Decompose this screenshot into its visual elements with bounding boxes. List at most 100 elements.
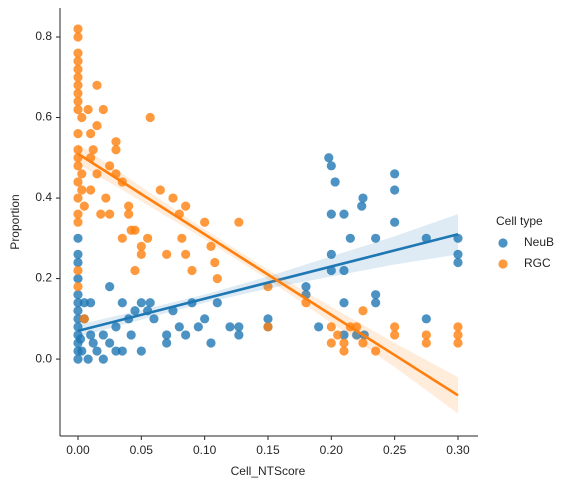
point: [77, 169, 87, 179]
point: [177, 233, 187, 243]
point: [145, 112, 155, 123]
point: [371, 290, 381, 300]
y-axis-label: Proportion: [8, 194, 22, 249]
point: [98, 354, 108, 364]
y-tick-label: 0.0: [35, 351, 52, 365]
point: [98, 330, 108, 340]
point: [73, 265, 83, 276]
point: [79, 298, 89, 308]
point: [96, 209, 106, 219]
point: [421, 338, 431, 348]
x-axis-label: Cell_NTScore: [231, 464, 306, 478]
point: [73, 104, 83, 115]
point: [73, 145, 83, 155]
point: [263, 314, 273, 324]
point: [117, 298, 127, 308]
x-tick-label: 0.00: [66, 443, 90, 457]
point: [162, 249, 172, 260]
point: [83, 104, 93, 115]
point: [105, 282, 115, 292]
point: [390, 169, 400, 179]
point: [73, 273, 83, 284]
point: [117, 346, 127, 356]
confidence-band: [77, 143, 458, 414]
x-tick-label: 0.20: [320, 443, 344, 457]
point: [73, 88, 83, 98]
y-tick-label: 0.4: [35, 190, 52, 204]
point: [234, 330, 244, 340]
point: [111, 137, 121, 147]
point: [88, 338, 98, 348]
legend-title: Cell type: [496, 214, 543, 228]
point: [187, 265, 197, 276]
point: [73, 209, 83, 219]
point: [73, 80, 83, 90]
point: [105, 338, 115, 348]
point: [136, 346, 146, 356]
legend-label: RGC: [524, 256, 551, 270]
point: [193, 322, 203, 332]
y-tick-label: 0.2: [35, 271, 52, 285]
point: [181, 330, 191, 340]
point: [101, 193, 111, 203]
point: [136, 241, 146, 251]
point: [86, 298, 96, 308]
point: [314, 322, 324, 332]
point: [200, 314, 210, 324]
point: [73, 32, 83, 42]
point: [326, 161, 336, 171]
point: [73, 217, 83, 227]
point: [339, 330, 349, 340]
point: [143, 233, 153, 243]
point: [88, 145, 98, 155]
point: [339, 209, 349, 219]
point: [105, 161, 115, 171]
point: [330, 177, 340, 187]
point: [162, 338, 172, 348]
point: [73, 354, 83, 364]
point: [390, 185, 400, 195]
point: [206, 338, 216, 348]
point: [371, 346, 381, 356]
point: [453, 322, 463, 332]
point: [339, 338, 349, 348]
point: [92, 169, 102, 179]
point: [339, 298, 349, 308]
point: [149, 314, 159, 324]
point: [73, 314, 83, 324]
point: [333, 330, 343, 340]
point: [326, 338, 336, 348]
point: [421, 314, 431, 324]
point: [73, 96, 83, 107]
x-tick-label: 0.05: [130, 443, 154, 457]
point: [130, 265, 140, 276]
x-tick-label: 0.10: [193, 443, 217, 457]
point: [73, 249, 83, 260]
point: [174, 322, 184, 332]
regression-line: [77, 233, 459, 333]
point: [326, 249, 336, 260]
point: [86, 185, 96, 195]
y-tick-label: 0.8: [35, 29, 52, 43]
point: [73, 56, 83, 66]
point: [77, 112, 87, 123]
point: [453, 257, 463, 268]
x-tick-label: 0.30: [446, 443, 470, 457]
point: [98, 104, 108, 115]
point: [86, 129, 96, 139]
point: [73, 177, 83, 187]
legend-marker: [498, 238, 508, 248]
point: [145, 298, 155, 308]
point: [206, 241, 216, 251]
point: [225, 322, 235, 332]
point: [263, 322, 273, 332]
point: [73, 306, 83, 316]
point: [111, 322, 121, 332]
point: [86, 330, 96, 340]
point: [155, 185, 165, 195]
point: [92, 80, 102, 90]
point: [371, 233, 381, 243]
point: [234, 322, 244, 332]
point: [324, 153, 334, 163]
